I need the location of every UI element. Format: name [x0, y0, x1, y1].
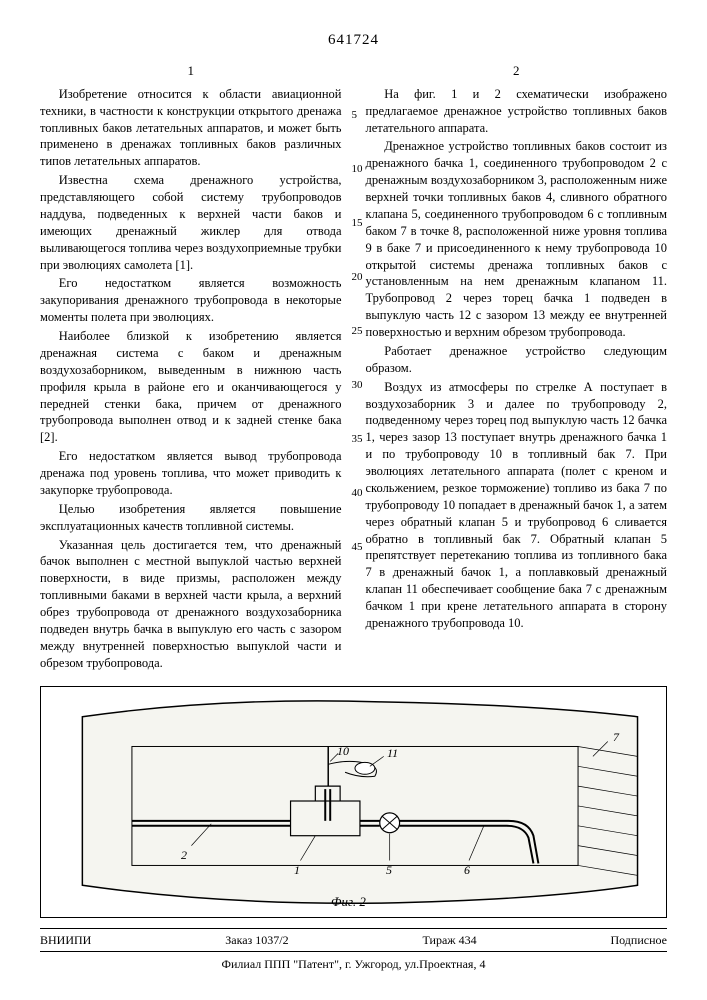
ref-5: 5 — [386, 862, 392, 878]
line-mark: 45 — [352, 540, 363, 555]
patent-number: 641724 — [40, 30, 667, 50]
col-number-left: 1 — [40, 62, 342, 80]
footer-order: Заказ 1037/2 — [225, 932, 288, 948]
ref-6: 6 — [464, 862, 470, 878]
ref-1: 1 — [294, 862, 300, 878]
para: Целью изобретения является повышение экс… — [40, 501, 342, 535]
ref-2: 2 — [181, 847, 187, 863]
footer-line-2: Филиал ППП "Патент", г. Ужгород, ул.Прое… — [40, 952, 667, 972]
para: На фиг. 1 и 2 схематически изображено пр… — [366, 86, 668, 137]
footer-line-1: ВНИИПИ Заказ 1037/2 Тираж 434 Подписное — [40, 928, 667, 952]
line-mark: 20 — [352, 270, 363, 285]
text-columns: 1 Изобретение относится к области авиаци… — [40, 62, 667, 673]
para: Наиболее близкой к изобретению является … — [40, 328, 342, 446]
col-number-right: 2 — [366, 62, 668, 80]
right-column: 5 10 15 20 25 30 35 40 45 2 На фиг. 1 и … — [366, 62, 668, 673]
line-mark: 25 — [352, 324, 363, 339]
figure-2: 2 1 10 11 5 6 7 Фиг. 2 — [40, 686, 667, 918]
line-mark: 40 — [352, 486, 363, 501]
footer-org: ВНИИПИ — [40, 932, 91, 948]
figure-svg — [41, 687, 666, 917]
left-column: 1 Изобретение относится к области авиаци… — [40, 62, 342, 673]
para: Указанная цель достигается тем, что дрен… — [40, 537, 342, 672]
footer-sub: Подписное — [610, 932, 667, 948]
ref-7: 7 — [613, 729, 619, 745]
para: Его недостатком является вывод трубопров… — [40, 448, 342, 499]
patent-page: 641724 1 Изобретение относится к области… — [0, 0, 707, 1000]
footer: ВНИИПИ Заказ 1037/2 Тираж 434 Подписное … — [40, 928, 667, 972]
line-mark: 10 — [352, 162, 363, 177]
ref-10: 10 — [337, 743, 349, 759]
line-mark: 5 — [352, 108, 358, 123]
line-mark: 15 — [352, 216, 363, 231]
figure-label: Фиг. 2 — [331, 893, 366, 911]
para: Работает дренажное устройство следующим … — [366, 343, 668, 377]
para: Его недостатком является возможность зак… — [40, 275, 342, 326]
para: Дренажное устройство топливных баков сос… — [366, 138, 668, 341]
para: Воздух из атмосферы по стрелке А поступа… — [366, 379, 668, 632]
para: Изобретение относится к области авиацион… — [40, 86, 342, 170]
ref-11: 11 — [387, 745, 398, 761]
para: Известна схема дренажного устройства, пр… — [40, 172, 342, 273]
line-mark: 35 — [352, 432, 363, 447]
line-mark: 30 — [352, 378, 363, 393]
footer-tirage: Тираж 434 — [423, 932, 477, 948]
